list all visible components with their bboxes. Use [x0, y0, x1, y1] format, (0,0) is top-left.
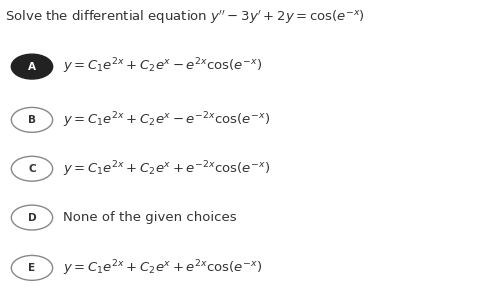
- Circle shape: [11, 54, 53, 79]
- Text: $y = C_1e^{2x} + C_2e^{x} + e^{-2x}\mathrm{cos}(e^{-x})$: $y = C_1e^{2x} + C_2e^{x} + e^{-2x}\math…: [63, 159, 271, 178]
- Text: A: A: [28, 62, 36, 72]
- Text: $y = C_1e^{2x} + C_2e^{x} - e^{-2x}\mathrm{cos}(e^{-x})$: $y = C_1e^{2x} + C_2e^{x} - e^{-2x}\math…: [63, 110, 271, 130]
- Text: C: C: [28, 164, 36, 174]
- Circle shape: [11, 255, 53, 280]
- Text: E: E: [29, 263, 35, 273]
- Text: $y = C_1e^{2x} + C_2e^{x} + e^{2x}\mathrm{cos}(e^{-x})$: $y = C_1e^{2x} + C_2e^{x} + e^{2x}\mathr…: [63, 258, 263, 278]
- Text: Solve the differential equation $\mathit{y}'' - 3\mathit{y}' + 2y = \cos(e^{-x}): Solve the differential equation $\mathit…: [5, 9, 365, 26]
- Circle shape: [11, 107, 53, 132]
- Circle shape: [11, 156, 53, 181]
- Circle shape: [11, 205, 53, 230]
- Text: B: B: [28, 115, 36, 125]
- Text: None of the given choices: None of the given choices: [63, 211, 237, 224]
- Text: $y = C_1e^{2x} + C_2e^{x} - e^{2x}\mathrm{cos}(e^{-x})$: $y = C_1e^{2x} + C_2e^{x} - e^{2x}\mathr…: [63, 57, 263, 76]
- Text: D: D: [28, 213, 36, 223]
